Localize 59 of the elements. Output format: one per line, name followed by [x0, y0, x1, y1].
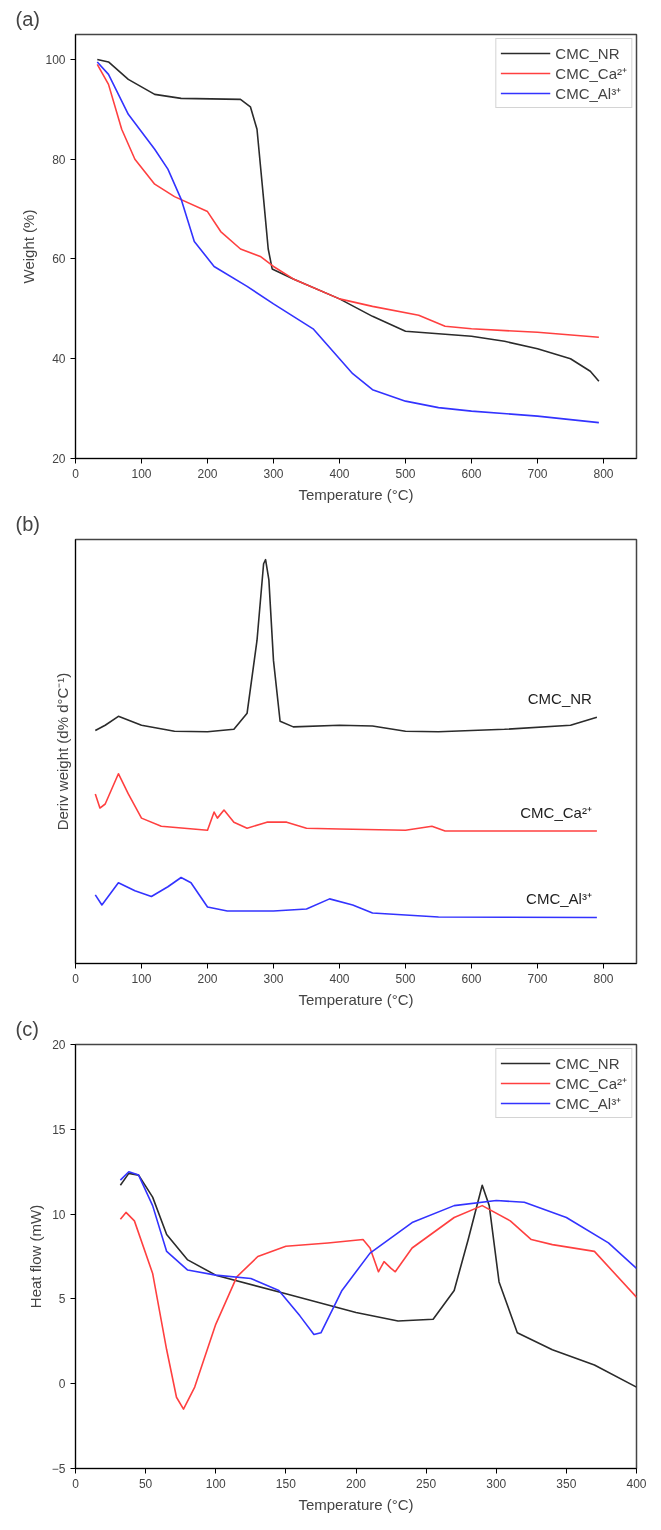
chart-title: (c) — [15, 1017, 39, 1040]
x-tick-label: 600 — [461, 971, 482, 986]
x-tick-label: 0 — [72, 1476, 80, 1491]
y-tick-label: 40 — [52, 352, 66, 367]
legend-label: CMC_NR — [555, 44, 620, 62]
x-tick-label: 100 — [205, 1476, 227, 1491]
line-series — [119, 1170, 637, 1336]
legend-label: CMC_NR — [555, 1054, 620, 1072]
y-tick-label: −5 — [51, 1462, 66, 1476]
y-tick-label: 60 — [52, 252, 66, 267]
x-tick-label: 400 — [329, 971, 350, 986]
x-tick-label: 700 — [527, 466, 548, 481]
x-tick-label: 600 — [461, 466, 482, 481]
x-tick-label: 400 — [329, 466, 350, 481]
x-tick-label: 200 — [197, 466, 218, 481]
y-axis-title: Heat flow (mW) — [26, 1204, 44, 1309]
x-tick-label: 100 — [131, 466, 152, 481]
series-label: CMC_Al³⁺ — [526, 890, 592, 908]
y-tick-label: 100 — [45, 52, 66, 67]
x-tick-label: 300 — [486, 1476, 507, 1491]
x-tick-label: 500 — [395, 466, 416, 481]
y-tick-label: 80 — [52, 152, 66, 167]
x-tick-label: 700 — [527, 971, 548, 986]
series-label: CMC_Ca²⁺ — [520, 804, 592, 822]
y-tick-label: 20 — [52, 452, 66, 466]
x-tick-label: 400 — [626, 1476, 647, 1491]
x-tick-label: 200 — [345, 1476, 367, 1491]
y-tick-label: 5 — [58, 1292, 66, 1307]
x-tick-label: 800 — [593, 971, 614, 986]
y-tick-label: 15 — [52, 1122, 66, 1137]
legend-label: CMC_Ca²⁺ — [555, 1074, 627, 1093]
x-axis-title: Temperature (°C) — [298, 485, 414, 503]
x-tick-label: 50 — [138, 1476, 153, 1491]
legend-label: CMC_Ca²⁺ — [555, 64, 627, 83]
x-axis-title: Temperature (°C) — [298, 990, 414, 1008]
line-series — [119, 1172, 637, 1388]
y-tick-label: 0 — [58, 1377, 66, 1392]
x-tick-label: 500 — [395, 971, 416, 986]
legend-label: CMC_Al³⁺ — [555, 84, 622, 103]
x-tick-label: 300 — [263, 466, 284, 481]
x-tick-label: 200 — [197, 971, 218, 986]
y-tick-label: 10 — [52, 1207, 66, 1222]
x-axis-title: Temperature (°C) — [298, 1495, 414, 1513]
line-series — [119, 1204, 637, 1410]
x-tick-label: 150 — [275, 1476, 297, 1491]
series-label: CMC_NR — [527, 690, 593, 708]
x-tick-label: 300 — [263, 971, 284, 986]
x-tick-label: 350 — [556, 1476, 577, 1491]
legend-label: CMC_Al³⁺ — [555, 1094, 622, 1113]
y-tick-label: 20 — [52, 1038, 66, 1052]
y-axis-title: Deriv weight (d% d°C⁻¹) — [53, 672, 71, 831]
x-tick-label: 250 — [416, 1476, 437, 1491]
y-axis-title: Weight (%) — [20, 209, 38, 284]
chart-title: (a) — [15, 7, 40, 30]
x-tick-label: 100 — [131, 971, 152, 986]
chart-title: (b) — [15, 512, 40, 535]
x-tick-label: 0 — [72, 971, 80, 986]
x-tick-label: 800 — [593, 466, 614, 481]
x-tick-label: 0 — [72, 466, 80, 481]
